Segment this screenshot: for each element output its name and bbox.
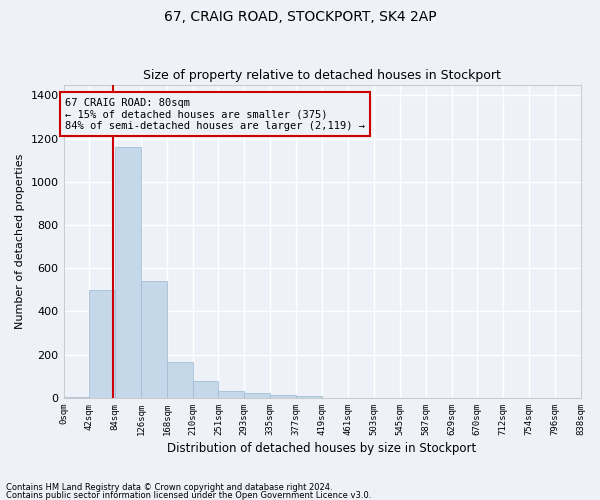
Bar — [244, 393, 270, 398]
Bar — [167, 362, 193, 398]
Bar — [270, 394, 296, 398]
Bar — [141, 281, 167, 398]
Bar — [296, 396, 322, 398]
Bar — [218, 392, 244, 398]
Title: Size of property relative to detached houses in Stockport: Size of property relative to detached ho… — [143, 69, 501, 82]
Text: Contains HM Land Registry data © Crown copyright and database right 2024.: Contains HM Land Registry data © Crown c… — [6, 484, 332, 492]
Text: Contains public sector information licensed under the Open Government Licence v3: Contains public sector information licen… — [6, 490, 371, 500]
Bar — [64, 397, 89, 398]
Bar — [193, 380, 218, 398]
Text: 67, CRAIG ROAD, STOCKPORT, SK4 2AP: 67, CRAIG ROAD, STOCKPORT, SK4 2AP — [164, 10, 436, 24]
Text: 67 CRAIG ROAD: 80sqm
← 15% of detached houses are smaller (375)
84% of semi-deta: 67 CRAIG ROAD: 80sqm ← 15% of detached h… — [65, 98, 365, 130]
Bar — [89, 290, 115, 398]
Bar — [115, 147, 141, 398]
X-axis label: Distribution of detached houses by size in Stockport: Distribution of detached houses by size … — [167, 442, 476, 455]
Y-axis label: Number of detached properties: Number of detached properties — [15, 154, 25, 329]
